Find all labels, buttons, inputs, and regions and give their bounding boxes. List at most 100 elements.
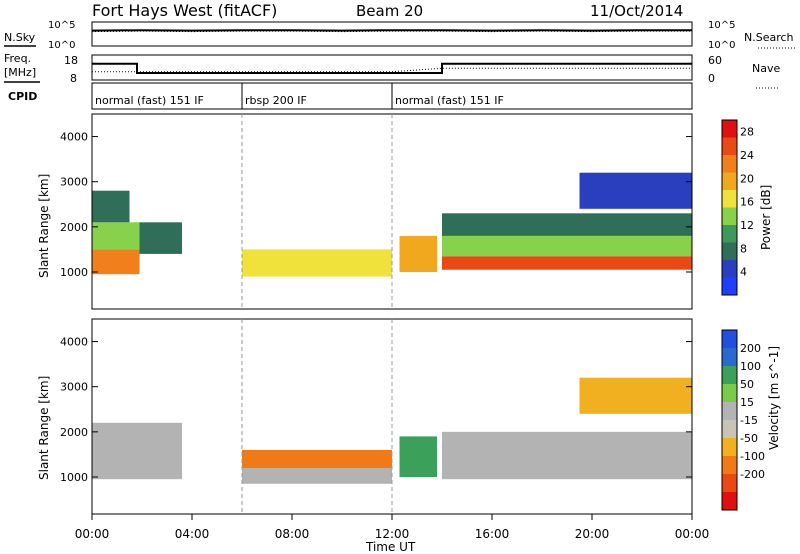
velocity-colorbar-tick: 50 [740, 378, 754, 391]
power-ylabel: Slant Range [km] [37, 174, 51, 278]
freq-tick-top: 18 [64, 54, 78, 67]
nave-tick-bottom: 0 [708, 72, 715, 85]
cpid-panel: CPID normal (fast) 151 IF rbsp 200 IF norm… [8, 82, 693, 110]
velocity-band [92, 422, 182, 480]
velocity-ylabel: Slant Range [km] [37, 376, 51, 480]
x-axis-label: Time UT [365, 540, 416, 554]
power-colorbar-swatch [722, 137, 737, 155]
power-colorbar-tick: 8 [740, 242, 747, 255]
velocity-colorbar-tick: -50 [740, 432, 758, 445]
power-band [92, 222, 140, 250]
power-colorbar-swatch [722, 207, 737, 225]
cpid-segments: normal (fast) 151 IF rbsp 200 IF normal (f… [95, 83, 504, 109]
noise-panel: N.Sky 10^5 10^0 10^5 10^0 N.Search [4, 20, 796, 51]
x-tick-label: 12:00 [375, 527, 410, 541]
nsearch-series-line [91, 30, 692, 33]
x-tick-label: 00:00 [75, 527, 110, 541]
power-ytick-label: 1000 [60, 266, 88, 279]
cpid-segment-label: normal (fast) 151 IF [395, 94, 504, 107]
velocity-colorbar-tick: -15 [740, 414, 758, 427]
power-band [399, 235, 437, 272]
freq-series-line [92, 62, 692, 74]
velocity-colorbar-swatch [722, 348, 737, 366]
power-band [442, 256, 692, 270]
nave-tick-top: 60 [708, 54, 722, 67]
x-tick-label: 20:00 [575, 527, 610, 541]
frequency-panel-frame [91, 54, 693, 81]
velocity-colorbar-label: Velocity [m s^-1] [767, 346, 781, 450]
x-axis-ticks: 00:00 04:00 08:00 12:00 16:00 20:00 00:00 [75, 114, 710, 541]
power-colorbar-tick: 12 [740, 219, 754, 232]
freq-left-label: Freq. [4, 52, 31, 65]
power-colorbar-tick: 24 [740, 149, 754, 162]
velocity-colorbar-swatch [722, 402, 737, 420]
cpid-segment-label: rbsp 200 IF [245, 94, 307, 107]
power-colorbar-swatch [722, 190, 737, 208]
power-colorbar-swatch [722, 120, 737, 138]
velocity-ytick-label: 4000 [60, 336, 88, 349]
velocity-colorbar-tick: 200 [740, 342, 761, 355]
power-band [242, 249, 392, 277]
velocity-band [579, 377, 692, 414]
velocity-colorbar-tick: -200 [740, 468, 765, 481]
power-colorbar-label: Power [dB] [759, 185, 773, 250]
power-ytick-label: 3000 [60, 176, 88, 189]
noise-right-tick-top: 10^5 [708, 20, 735, 31]
velocity-band [242, 449, 392, 468]
velocity-colorbar-tick: -100 [740, 450, 765, 463]
freq-left-unit: [MHz] [4, 66, 36, 79]
velocity-colorbar-tick: 100 [740, 360, 761, 373]
power-band [139, 222, 182, 254]
cpid-segment-label: normal (fast) 151 IF [95, 94, 204, 107]
velocity-ytick-label: 1000 [60, 471, 88, 484]
velocity-colorbar-swatch [722, 492, 737, 510]
noise-left-tick-bottom: 10^0 [48, 40, 75, 51]
power-band [442, 213, 692, 236]
radar-title: Fort Hays West (fitACF) [92, 1, 277, 20]
power-yticks: 1000 2000 3000 4000 [60, 131, 692, 279]
velocity-yticks: 1000 2000 3000 4000 [60, 336, 692, 484]
nave-series-line [92, 67, 692, 73]
power-band [92, 190, 130, 223]
power-colorbar: 4 8 12 16 20 24 28 [721, 119, 754, 296]
power-colorbar-frame [721, 119, 738, 296]
power-ytick-label: 4000 [60, 131, 88, 144]
velocity-colorbar-swatch [722, 366, 737, 384]
power-band [442, 235, 692, 257]
power-colorbar-swatch [722, 242, 737, 260]
power-band [92, 249, 140, 275]
power-ytick-label: 2000 [60, 221, 88, 234]
noise-panel-frame [91, 21, 693, 47]
velocity-colorbar-swatch [722, 420, 737, 438]
velocity-band [442, 431, 692, 480]
velocity-colorbar-swatch [722, 456, 737, 474]
power-colorbar-swatch [722, 277, 737, 295]
power-cells [92, 172, 692, 277]
power-colorbar-swatch [722, 172, 737, 190]
power-colorbar-swatch [722, 260, 737, 278]
noise-right-label: N.Search [744, 31, 794, 44]
power-colorbar-swatch [722, 225, 737, 243]
velocity-colorbar-swatch [722, 438, 737, 456]
power-colorbar-tick: 28 [740, 126, 754, 139]
beam-label: Beam 20 [356, 2, 423, 20]
power-colorbar-swatch [722, 155, 737, 173]
cpid-label: CPID [8, 90, 37, 103]
velocity-colorbar-swatch [722, 474, 737, 492]
freq-tick-bottom: 8 [70, 72, 77, 85]
velocity-ytick-label: 3000 [60, 381, 88, 394]
x-tick-label: 04:00 [175, 527, 210, 541]
x-tick-label: 08:00 [275, 527, 310, 541]
velocity-band [399, 436, 437, 477]
velocity-band [242, 468, 392, 484]
x-tick-label: 00:00 [675, 527, 710, 541]
date-label: 11/Oct/2014 [590, 2, 683, 20]
power-band [579, 172, 692, 209]
velocity-ytick-label: 2000 [60, 426, 88, 439]
nave-label: Nave [752, 62, 780, 75]
power-colorbar-tick: 20 [740, 172, 754, 185]
velocity-colorbar: 200 100 50 15 -15 -50 -100 -200 [721, 329, 765, 511]
power-panel: 1000 2000 3000 4000 Slant Range [km] 4 8 12 16… [37, 113, 773, 310]
noise-left-label: N.Sky [4, 31, 36, 44]
